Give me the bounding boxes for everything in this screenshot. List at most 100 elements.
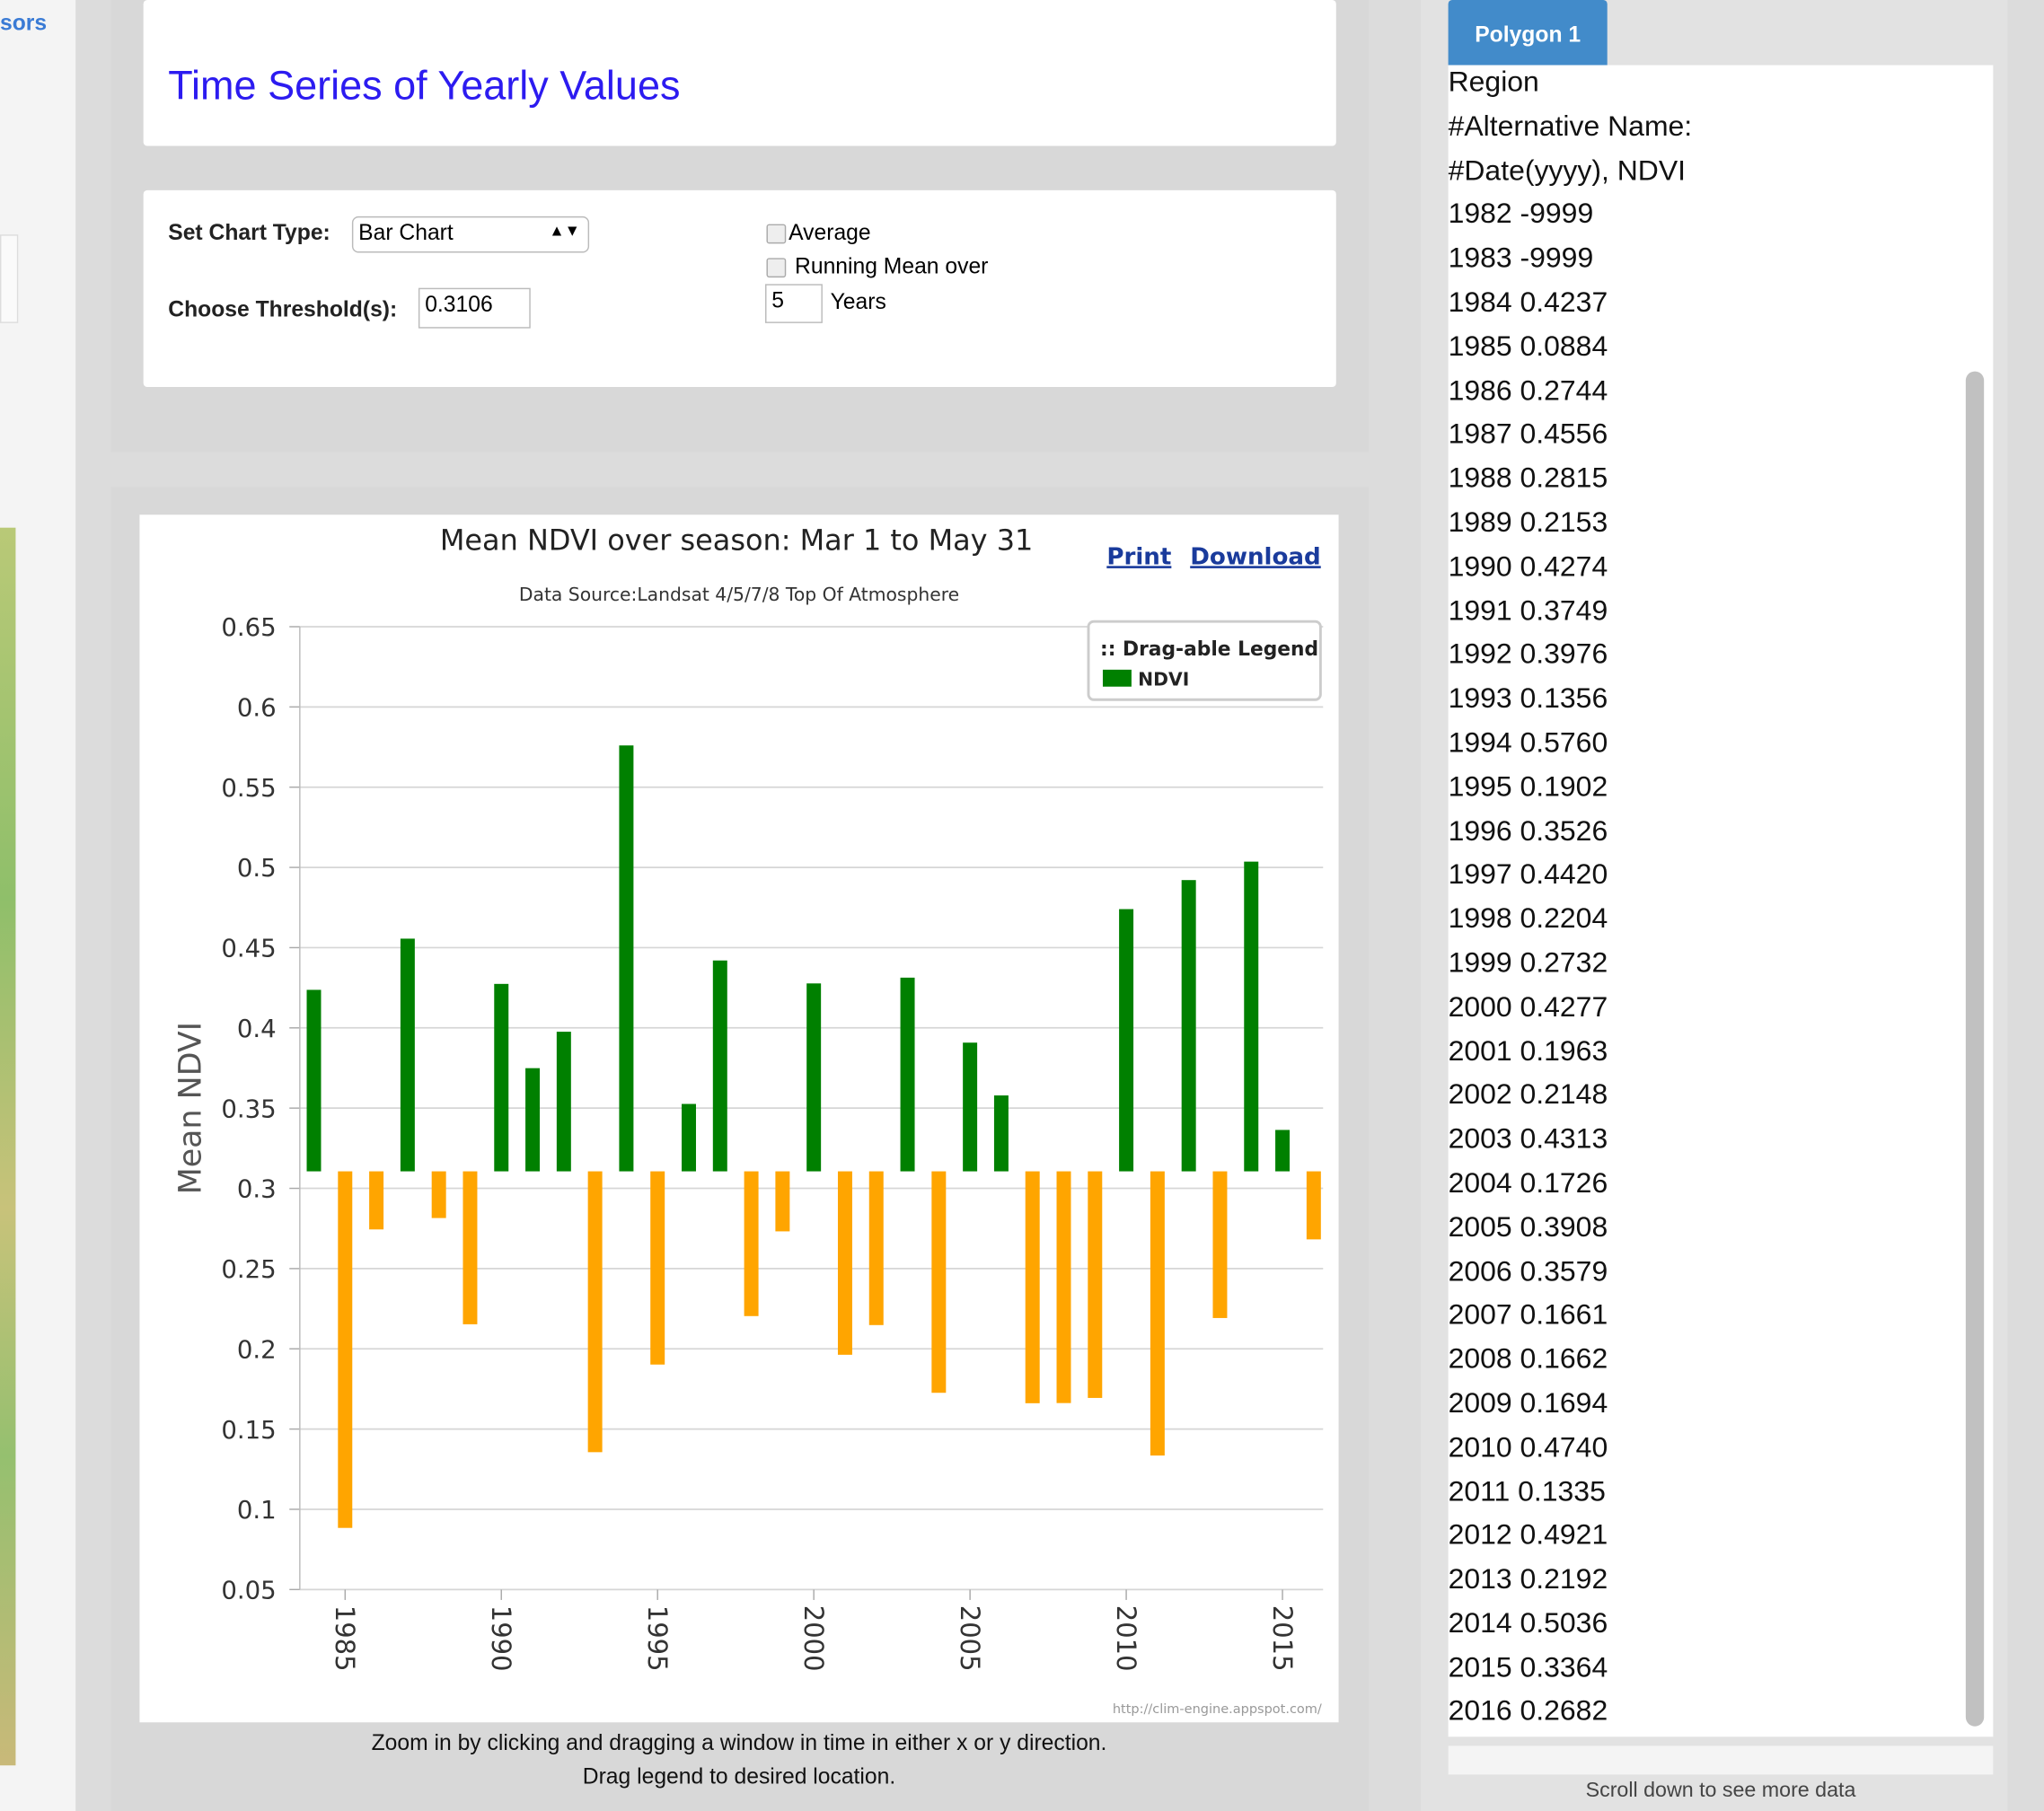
note: Zoom in by clicking and dragging a windo…: [371, 1730, 1107, 1755]
credit: http://clim-engine.appspot.com/: [1113, 1702, 1322, 1717]
chart-subtitle: Data Source:Landsat 4/5/7/8 Top Of Atmos…: [519, 584, 959, 605]
sidebar-box: [0, 234, 19, 323]
x-tick-label: 2015: [1267, 1605, 1298, 1672]
data-line: 2008 0.1662: [1448, 1341, 1608, 1376]
data-line: 1999 0.2732: [1448, 945, 1608, 979]
bar: [1275, 1130, 1291, 1172]
bar: [525, 1068, 541, 1172]
data-line: 1983 -9999: [1448, 241, 1594, 275]
y-tick-label: 0.65: [221, 612, 276, 642]
bar: [463, 1171, 478, 1324]
scroll-note: Scroll down to see more data: [1585, 1780, 1856, 1802]
chart-type-select[interactable]: Bar Chart ▲▼: [351, 215, 590, 253]
data-list: Region #Alternative Name: #Date(yyyy), NDV…: [1449, 66, 1994, 1734]
data-line: 2012 0.4921: [1448, 1517, 1608, 1552]
x-tick-label: 1985: [330, 1605, 360, 1672]
bar: [338, 1171, 353, 1528]
data-line: 1993 0.1356: [1448, 681, 1608, 715]
data-line: 1987 0.4556: [1448, 417, 1608, 451]
bar: [587, 1171, 603, 1453]
tab[interactable]: Polygon 1: [1448, 0, 1608, 66]
data-line: #Alternative Name:: [1448, 109, 1693, 142]
data-line: 1997 0.4420: [1448, 857, 1608, 891]
data-line: 1988 0.2815: [1448, 461, 1608, 495]
bar: [868, 1171, 884, 1325]
bar: [1056, 1171, 1071, 1403]
bar: [369, 1171, 384, 1230]
bar: [931, 1171, 947, 1393]
label: Set Chart Type:: [168, 220, 330, 245]
data-line: 2011 0.1335: [1448, 1473, 1606, 1508]
bar: [1150, 1171, 1165, 1456]
y-tick-label: 0.15: [221, 1415, 276, 1445]
page-title: Time Series of Yearly Values: [168, 62, 681, 109]
bar: [806, 983, 822, 1172]
bar: [556, 1032, 571, 1172]
x-tick-label: 1995: [642, 1605, 673, 1672]
form-card: [143, 189, 1336, 387]
checkbox-row[interactable]: Running Mean over: [766, 254, 988, 280]
bar: [837, 1171, 852, 1355]
bar: [775, 1171, 790, 1232]
select-value: Bar Chart: [358, 220, 454, 245]
data-line: 2009 0.1694: [1448, 1385, 1608, 1420]
data-line: 2015 0.3364: [1448, 1650, 1608, 1684]
print-link[interactable]: Print: [1106, 543, 1171, 570]
bar: [993, 1095, 1009, 1172]
bar: [900, 977, 915, 1172]
scrollbar[interactable]: [1965, 371, 1985, 1727]
bar: [1181, 880, 1196, 1172]
legend-box[interactable]: [1087, 620, 1322, 701]
data-line: 2006 0.3579: [1448, 1253, 1608, 1287]
bar: [1212, 1171, 1228, 1318]
label: Average: [789, 220, 871, 245]
data-line: 1996 0.3526: [1448, 813, 1608, 847]
download-link[interactable]: Download: [1190, 543, 1321, 570]
data-line: Region: [1448, 65, 1539, 98]
y-axis-title: Mean NDVI: [173, 1022, 209, 1194]
data-line: 2005 0.3908: [1448, 1209, 1608, 1243]
bar: [431, 1171, 446, 1218]
threshold-input[interactable]: 0.3106: [418, 287, 531, 329]
y-tick-label: 0.45: [221, 934, 276, 963]
footer-bar: [1448, 1745, 1994, 1775]
y-tick-label: 0.55: [221, 773, 276, 803]
data-line: 1990 0.4274: [1448, 549, 1608, 583]
x-tick-label: 2010: [1111, 1605, 1141, 1672]
label: Running Mean over: [795, 253, 989, 279]
data-line: 2010 0.4740: [1448, 1429, 1608, 1464]
data-line: 2001 0.1963: [1448, 1033, 1608, 1067]
bar: [1306, 1171, 1321, 1240]
data-line: #Date(yyyy), NDVI: [1448, 153, 1687, 186]
chart: Mean NDVI over season: Mar 1 to May 31 Da…: [139, 514, 1339, 1723]
data-line: 1984 0.4237: [1448, 285, 1608, 319]
legend-label: NDVI: [1138, 668, 1189, 690]
bar: [306, 989, 322, 1172]
data-line: 1982 -9999: [1448, 197, 1594, 230]
label: Years: [830, 289, 886, 314]
y-tick-label: 0.6: [237, 693, 277, 723]
bar: [494, 983, 509, 1172]
sidebar-link[interactable]: sors: [0, 10, 48, 36]
data-list-panel: Region #Alternative Name: #Date(yyyy), NDV…: [1448, 65, 1994, 1737]
data-line: 1991 0.3749: [1448, 593, 1608, 627]
x-tick-label: 2005: [955, 1605, 985, 1672]
data-line: 2014 0.5036: [1448, 1606, 1608, 1640]
chart-notes: Zoom in by clicking and dragging a windo…: [139, 1727, 1338, 1794]
years-input[interactable]: 5: [765, 284, 823, 323]
bar: [963, 1042, 978, 1172]
data-line: 1995 0.1902: [1448, 769, 1608, 803]
chart-title: Mean NDVI over season: Mar 1 to May 31: [440, 523, 1033, 557]
checkbox-row[interactable]: Average: [766, 220, 871, 246]
bar: [682, 1103, 696, 1172]
data-line: 2004 0.1726: [1448, 1165, 1608, 1199]
y-tick-label: 0.25: [221, 1254, 276, 1284]
map-strip: [0, 527, 16, 1766]
data-line: 1985 0.0884: [1448, 329, 1608, 363]
y-tick-label: 0.4: [237, 1014, 277, 1043]
data-line: 2013 0.2192: [1448, 1562, 1608, 1596]
bar: [744, 1171, 759, 1316]
x-tick-label: 2000: [798, 1605, 829, 1672]
y-tick-label: 0.5: [237, 853, 277, 883]
